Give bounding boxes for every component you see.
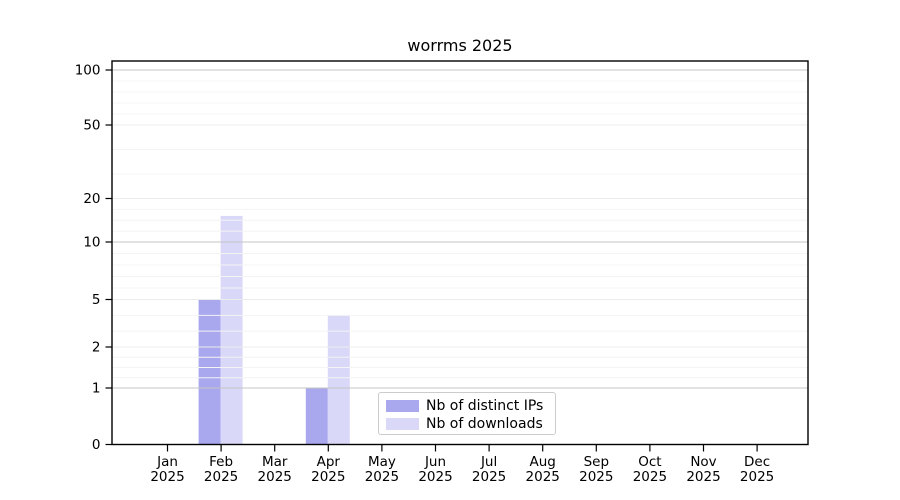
bar-nb-of-distinct-ips-feb xyxy=(198,299,221,445)
x-tick-label-year: 2025 xyxy=(579,469,613,485)
x-tick-label-year: 2025 xyxy=(526,469,560,485)
x-tick-label-year: 2025 xyxy=(633,469,667,485)
y-tick-label: 0 xyxy=(92,437,101,453)
x-tick-label-month: Apr xyxy=(317,454,341,470)
x-tick-label-year: 2025 xyxy=(150,469,184,485)
bar-nb-of-downloads-apr xyxy=(327,315,350,445)
gridlines-group xyxy=(112,69,808,389)
legend-label: Nb of distinct IPs xyxy=(426,398,544,414)
axes-group xyxy=(105,60,809,452)
x-tick-label-year: 2025 xyxy=(258,469,292,485)
x-tick-label-month: Aug xyxy=(530,454,556,470)
legend-swatch xyxy=(386,418,419,430)
x-tick-label-month: Oct xyxy=(638,454,661,470)
legend-item-nb-of-downloads: Nb of downloads xyxy=(379,415,555,433)
bar-nb-of-downloads-feb xyxy=(220,215,243,445)
y-tick-label: 50 xyxy=(83,118,100,134)
y-tick-label: 5 xyxy=(92,292,101,308)
bar-nb-of-distinct-ips-apr xyxy=(305,388,328,445)
x-tick-label-year: 2025 xyxy=(311,469,345,485)
x-tick-label-month: May xyxy=(368,454,396,470)
x-tick-label-month: Sep xyxy=(584,454,609,470)
plot-frame xyxy=(111,60,809,446)
chart-title: worrms 2025 xyxy=(407,36,513,55)
x-tick-label-month: Nov xyxy=(690,454,716,470)
legend-label: Nb of downloads xyxy=(426,416,543,432)
x-tick-label-year: 2025 xyxy=(365,469,399,485)
x-tick-label-year: 2025 xyxy=(686,469,720,485)
x-tick-label-month: Jul xyxy=(480,454,497,470)
bars-group xyxy=(198,215,350,445)
y-tick-label: 100 xyxy=(75,63,101,79)
x-tick-label-month: Dec xyxy=(744,454,770,470)
legend-swatch xyxy=(386,400,419,412)
axis-labels-group: 0125102050100Jan2025Feb2025Mar2025Apr202… xyxy=(75,63,775,486)
x-tick-label-month: Jan xyxy=(156,454,178,470)
x-tick-label-month: Feb xyxy=(209,454,233,470)
y-tick-label: 20 xyxy=(83,191,100,207)
x-tick-label-year: 2025 xyxy=(418,469,452,485)
x-tick-label-year: 2025 xyxy=(740,469,774,485)
x-tick-label-month: Mar xyxy=(262,454,288,470)
x-tick-label-year: 2025 xyxy=(472,469,506,485)
y-tick-label: 1 xyxy=(92,381,101,397)
x-tick-label-month: Jun xyxy=(424,454,446,470)
y-tick-label: 2 xyxy=(92,340,101,356)
y-tick-label: 10 xyxy=(83,235,100,251)
legend: Nb of distinct IPs Nb of downloads xyxy=(378,392,556,435)
legend-item-nb-of-distinct-ips: Nb of distinct IPs xyxy=(379,397,555,415)
x-tick-label-year: 2025 xyxy=(204,469,238,485)
